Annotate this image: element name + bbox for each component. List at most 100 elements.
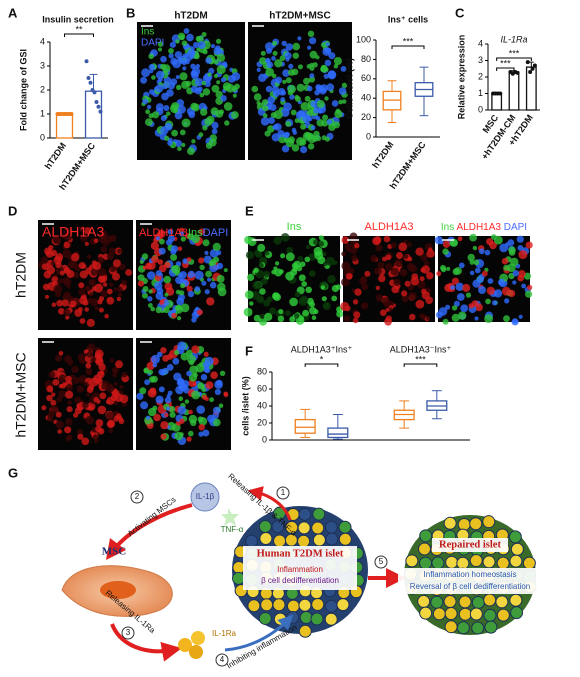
cell (451, 313, 460, 322)
cell (158, 247, 166, 255)
cell (171, 245, 179, 253)
cell (350, 247, 358, 255)
cell (304, 133, 310, 139)
cell (243, 307, 253, 317)
cell (247, 273, 255, 281)
islet-note: Inflammation (277, 565, 323, 574)
cell (472, 245, 478, 251)
cell (85, 362, 92, 369)
cell (95, 357, 104, 366)
cell (523, 272, 532, 280)
cell (113, 415, 120, 422)
cell (104, 313, 109, 319)
cell (256, 67, 261, 72)
islet-cell (456, 556, 470, 570)
cell (79, 234, 88, 242)
cell (212, 418, 221, 427)
cell (198, 132, 204, 138)
cell (316, 119, 325, 127)
cell (184, 399, 190, 404)
islet-cell (297, 534, 311, 548)
cell (419, 313, 425, 319)
cell (65, 375, 72, 383)
cell (46, 385, 54, 393)
cell (512, 270, 519, 277)
cell (97, 405, 107, 415)
cell (341, 99, 347, 104)
cell (307, 45, 312, 50)
cell (145, 109, 151, 115)
cell (320, 66, 326, 73)
cell (181, 58, 188, 66)
cell (338, 87, 347, 95)
cell (151, 255, 159, 264)
step-badge (215, 653, 229, 667)
cell (281, 145, 290, 153)
cell (278, 309, 284, 315)
cell (261, 99, 269, 106)
msc-nucleus (100, 581, 136, 599)
islet-cell (311, 521, 325, 535)
panel-label: B (126, 5, 135, 20)
cell (385, 263, 393, 271)
cell (253, 314, 261, 322)
cell (59, 374, 66, 382)
y-tick-label: 1 (40, 108, 45, 118)
cell (182, 53, 188, 59)
cell (86, 402, 96, 411)
cell (157, 41, 164, 47)
cell (415, 299, 425, 309)
cell (268, 117, 275, 124)
cell (178, 227, 185, 234)
islet-cell (286, 610, 300, 624)
cell (516, 235, 524, 243)
cell (446, 266, 451, 271)
islet-cell (508, 530, 522, 544)
cell (40, 256, 49, 264)
cell (277, 315, 285, 322)
cell (320, 42, 327, 48)
cell (177, 105, 186, 114)
cell (174, 349, 180, 356)
cell (216, 80, 221, 85)
cell (401, 294, 409, 303)
cell (181, 118, 191, 128)
islet-cell (458, 595, 472, 609)
islet-cell (457, 517, 471, 531)
cell (187, 147, 195, 156)
cell (112, 259, 121, 268)
cell (166, 406, 171, 411)
cell (285, 57, 290, 62)
cell (181, 40, 188, 46)
cell (59, 270, 65, 276)
cell (92, 261, 102, 271)
cell (58, 351, 64, 356)
cell (113, 287, 118, 292)
cell (86, 392, 91, 397)
cell (163, 307, 170, 314)
cell (271, 269, 277, 275)
cell (105, 384, 115, 393)
cell (175, 304, 182, 311)
cell (205, 381, 214, 390)
cell (510, 257, 519, 267)
cell (152, 111, 160, 119)
islet-cell (324, 520, 338, 534)
cell (65, 435, 72, 442)
cell (383, 235, 391, 243)
cell (201, 32, 207, 37)
cell (305, 244, 311, 250)
cell (210, 107, 219, 116)
cell (438, 307, 448, 316)
cell (311, 315, 317, 321)
cell (351, 255, 358, 262)
cell (148, 289, 153, 294)
cell (380, 309, 387, 317)
cell (57, 429, 62, 434)
cell (324, 96, 329, 101)
islet-note: β cell dedifferentiation (261, 576, 339, 585)
islet-cell (405, 554, 419, 568)
cell (231, 111, 239, 119)
cell (177, 316, 182, 321)
cell (88, 279, 95, 286)
